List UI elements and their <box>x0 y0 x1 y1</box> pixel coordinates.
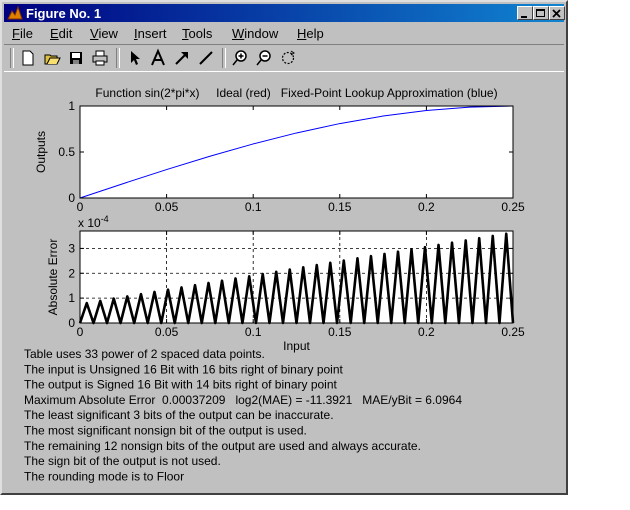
y-multiplier-exponent: -4 <box>101 214 109 224</box>
note-line: Maximum Absolute Error 0.00037209 log2(M… <box>24 393 462 407</box>
y-multiplier: x 10-4 <box>78 214 109 230</box>
select-button[interactable] <box>124 48 144 68</box>
note-line: The sign bit of the output is not used. <box>24 454 221 468</box>
note-line: Table uses 33 power of 2 spaced data poi… <box>24 347 265 361</box>
note-line: The rounding mode is to Floor <box>24 469 184 483</box>
open-button[interactable] <box>42 48 62 68</box>
note-line: The remaining 12 nonsign bits of the out… <box>24 439 421 453</box>
axes-box <box>79 230 514 324</box>
y-tick-label: 1 <box>68 291 75 305</box>
x-tick-label: 0.15 <box>328 325 352 339</box>
plot-area <box>80 106 513 198</box>
y-tick-label: 2 <box>68 266 75 280</box>
x-tick-label: 0.25 <box>501 325 525 339</box>
menu-item[interactable]: Edit <box>50 26 73 41</box>
menu-item[interactable]: File <box>12 26 33 41</box>
window-title: Figure No. 1 <box>26 6 102 21</box>
toolbar-separator <box>10 48 14 68</box>
note-line: The least significant 3 bits of the outp… <box>24 408 334 422</box>
x-tick-label: 0.05 <box>155 325 179 339</box>
menu-item[interactable]: Window <box>232 26 279 41</box>
note-line: The input is Unsigned 16 Bit with 16 bit… <box>24 362 344 376</box>
minimize-button[interactable] <box>517 6 533 20</box>
zoom-out-button[interactable] <box>254 48 274 68</box>
x-tick-label: 0.1 <box>245 325 262 339</box>
x-tick-label: 0.15 <box>328 200 352 214</box>
y-multiplier-base: x 10 <box>78 216 101 230</box>
data-line <box>79 105 514 199</box>
y-tick-label: 0 <box>68 316 75 330</box>
chart-title: Function sin(2*pi*x) Ideal (red) Fixed-P… <box>95 86 497 100</box>
x-tick-label: 0.2 <box>418 200 435 214</box>
menu-item[interactable]: Tools <box>182 26 213 41</box>
y-axis-label: Absolute Error <box>46 239 60 316</box>
new-button[interactable] <box>18 48 38 68</box>
menu-item[interactable]: Insert <box>134 26 167 41</box>
x-tick-label: 0 <box>77 325 84 339</box>
menu-bar: File Edit View Insert Tools Window Help <box>4 24 564 42</box>
close-button[interactable] <box>549 6 565 20</box>
figure-window: Figure No. 1 File Edit View Insert Tools… <box>0 0 568 495</box>
y-tick-label: 3 <box>68 241 75 255</box>
y-tick-label: 0.5 <box>58 145 75 159</box>
axes-box <box>79 105 514 199</box>
x-tick-label: 0.2 <box>418 325 435 339</box>
print-button[interactable] <box>90 48 110 68</box>
x-tick-label: 0.1 <box>245 200 262 214</box>
note-line: The most significant nonsign bit of the … <box>24 424 307 438</box>
toolbar <box>4 44 564 72</box>
y-tick-label: 0 <box>68 191 75 205</box>
y-axis-label: Outputs <box>34 131 48 173</box>
maximize-button[interactable] <box>533 6 549 20</box>
x-tick-label: 0.05 <box>155 200 179 214</box>
text-button[interactable] <box>148 48 168 68</box>
window-icon <box>7 5 23 20</box>
zoom-in-button[interactable] <box>230 48 250 68</box>
menu-item[interactable]: Help <box>297 26 324 41</box>
line-button[interactable] <box>196 48 216 68</box>
note-line: The output is Signed 16 Bit with 14 bits… <box>24 378 338 392</box>
toolbar-separator <box>222 48 226 68</box>
figure-area: 0 0.05 0.1 0.15 0.2 0.25 0 0.5 1 Function sin(2*p… <box>24 86 525 483</box>
x-tick-label: 0.25 <box>501 200 525 214</box>
title-bar: Figure No. 1 <box>4 4 565 22</box>
x-tick-label: 0 <box>77 200 84 214</box>
x-axis-label: Input <box>283 339 310 353</box>
y-tick-label: 1 <box>68 99 75 113</box>
save-button[interactable] <box>66 48 86 68</box>
arrow-button[interactable] <box>172 48 192 68</box>
menu-item[interactable]: View <box>90 26 118 41</box>
toolbar-separator <box>116 48 120 68</box>
rotate-button[interactable] <box>278 48 298 68</box>
